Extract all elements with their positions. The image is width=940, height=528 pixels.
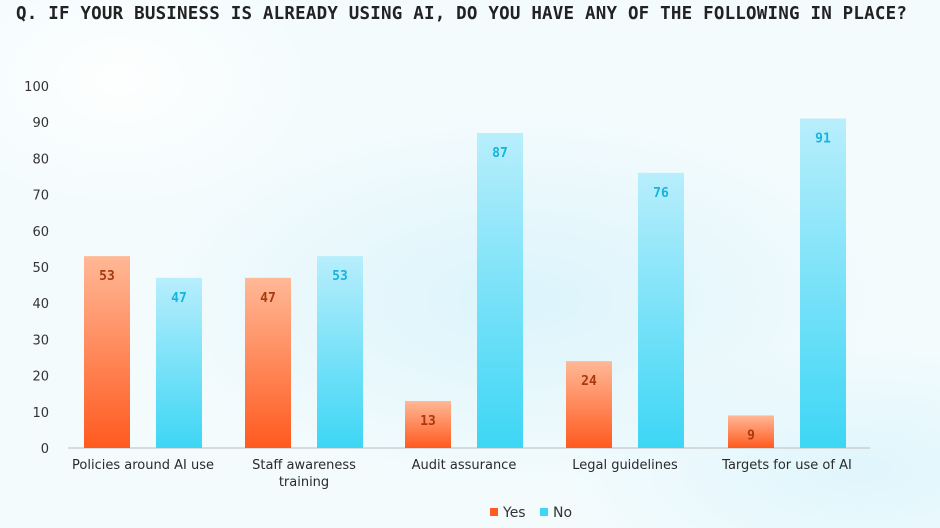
legend-label-no: No xyxy=(553,505,572,521)
bar-no xyxy=(156,277,202,448)
data-label: 53 xyxy=(332,269,348,284)
x-tick-label: Policies around AI use xyxy=(72,458,214,473)
bar-yes xyxy=(405,400,451,448)
bar-no xyxy=(477,133,523,448)
data-label: 53 xyxy=(99,269,115,284)
data-label: 91 xyxy=(815,132,831,147)
y-tick-label: 70 xyxy=(32,189,49,204)
bars-group: 53 47 47 53 13 87 24 76 9 91 xyxy=(84,118,846,448)
y-tick-label: 30 xyxy=(32,333,49,348)
y-axis: 0 10 20 30 40 50 60 70 80 90 100 xyxy=(24,80,49,457)
data-label: 13 xyxy=(420,414,436,429)
y-tick-label: 20 xyxy=(32,370,49,385)
y-tick-label: 90 xyxy=(32,116,49,131)
y-tick-label: 80 xyxy=(32,152,49,167)
data-label: 9 xyxy=(747,428,755,443)
bar-no xyxy=(317,256,363,448)
bar-yes xyxy=(566,361,612,448)
data-label: 76 xyxy=(653,186,669,201)
data-label: 47 xyxy=(260,291,276,306)
bar-yes xyxy=(728,415,774,448)
x-tick-label: Legal guidelines xyxy=(572,458,678,473)
y-tick-label: 60 xyxy=(32,225,49,240)
legend-swatch-no xyxy=(540,508,548,516)
y-tick-label: 100 xyxy=(24,80,49,95)
x-tick-label: Targets for use of AI xyxy=(721,458,852,473)
legend-label-yes: Yes xyxy=(502,505,526,521)
bar-yes xyxy=(84,256,130,448)
chart-title: Q. IF YOUR BUSINESS IS ALREADY USING AI,… xyxy=(16,4,908,24)
x-tick-label: Staff awareness training xyxy=(252,458,356,490)
data-label: 47 xyxy=(171,291,187,306)
bar-yes xyxy=(245,277,291,448)
x-tick-label: Audit assurance xyxy=(412,458,517,473)
bar-no xyxy=(638,172,684,448)
bar-no xyxy=(800,118,846,448)
legend: Yes No xyxy=(490,505,572,521)
data-label: 87 xyxy=(492,146,508,161)
y-tick-label: 40 xyxy=(32,297,49,312)
x-axis: Policies around AI use Staff awareness tra… xyxy=(72,458,852,490)
data-label: 24 xyxy=(581,374,597,389)
y-tick-label: 50 xyxy=(32,261,49,276)
y-tick-label: 10 xyxy=(32,406,49,421)
y-tick-label: 0 xyxy=(41,442,49,457)
legend-swatch-yes xyxy=(490,508,498,516)
